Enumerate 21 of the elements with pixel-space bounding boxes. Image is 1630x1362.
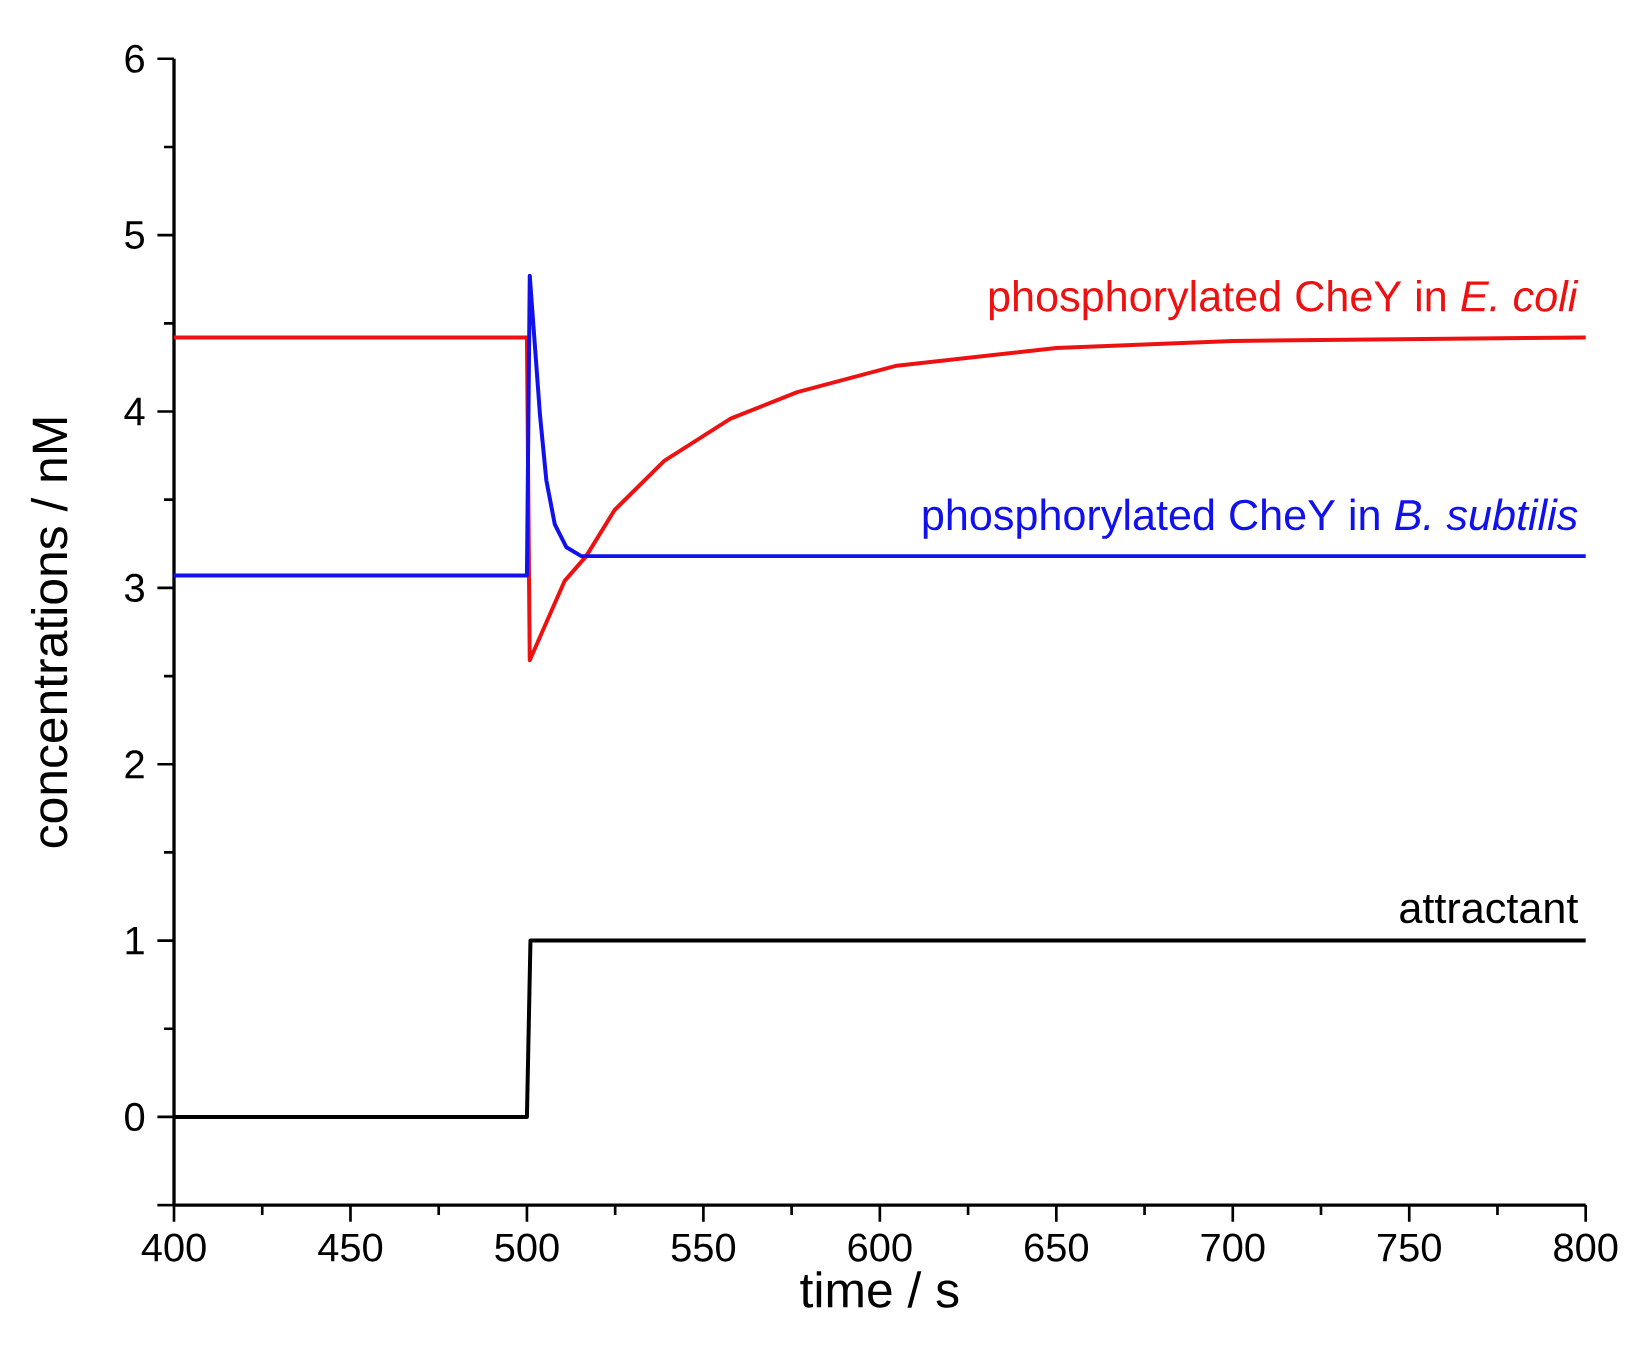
x-tick-label: 500 xyxy=(495,1233,559,1262)
y-tick-label: 6 xyxy=(125,44,144,74)
x-tick-label: 600 xyxy=(848,1233,912,1262)
x-tick-label: 700 xyxy=(1201,1233,1265,1262)
x-tick-label: 550 xyxy=(671,1233,736,1262)
x-tick-label: 650 xyxy=(1025,1233,1089,1262)
series-label: phosphorylated CheY in B. subtilis xyxy=(923,498,1578,540)
y-tick-label: 3 xyxy=(125,574,144,603)
y-tick-label: 2 xyxy=(125,750,144,779)
x-tick-label: 450 xyxy=(318,1233,383,1262)
y-tick-label: 1 xyxy=(126,927,144,955)
x-axis-title: time / s xyxy=(800,1271,959,1308)
y-tick-label: 4 xyxy=(124,398,145,426)
x-tick-label: 800 xyxy=(1554,1233,1618,1262)
series-label: attractant xyxy=(1400,895,1579,924)
y-axis-title: concentrations / nM xyxy=(30,419,68,848)
y-tick-label: 0 xyxy=(125,1103,145,1132)
x-tick-label: 400 xyxy=(141,1233,206,1262)
y-tick-label: 5 xyxy=(125,221,144,250)
series-label: phosphorylated CheY in E. coli xyxy=(989,280,1579,321)
x-tick-label: 750 xyxy=(1378,1233,1441,1262)
